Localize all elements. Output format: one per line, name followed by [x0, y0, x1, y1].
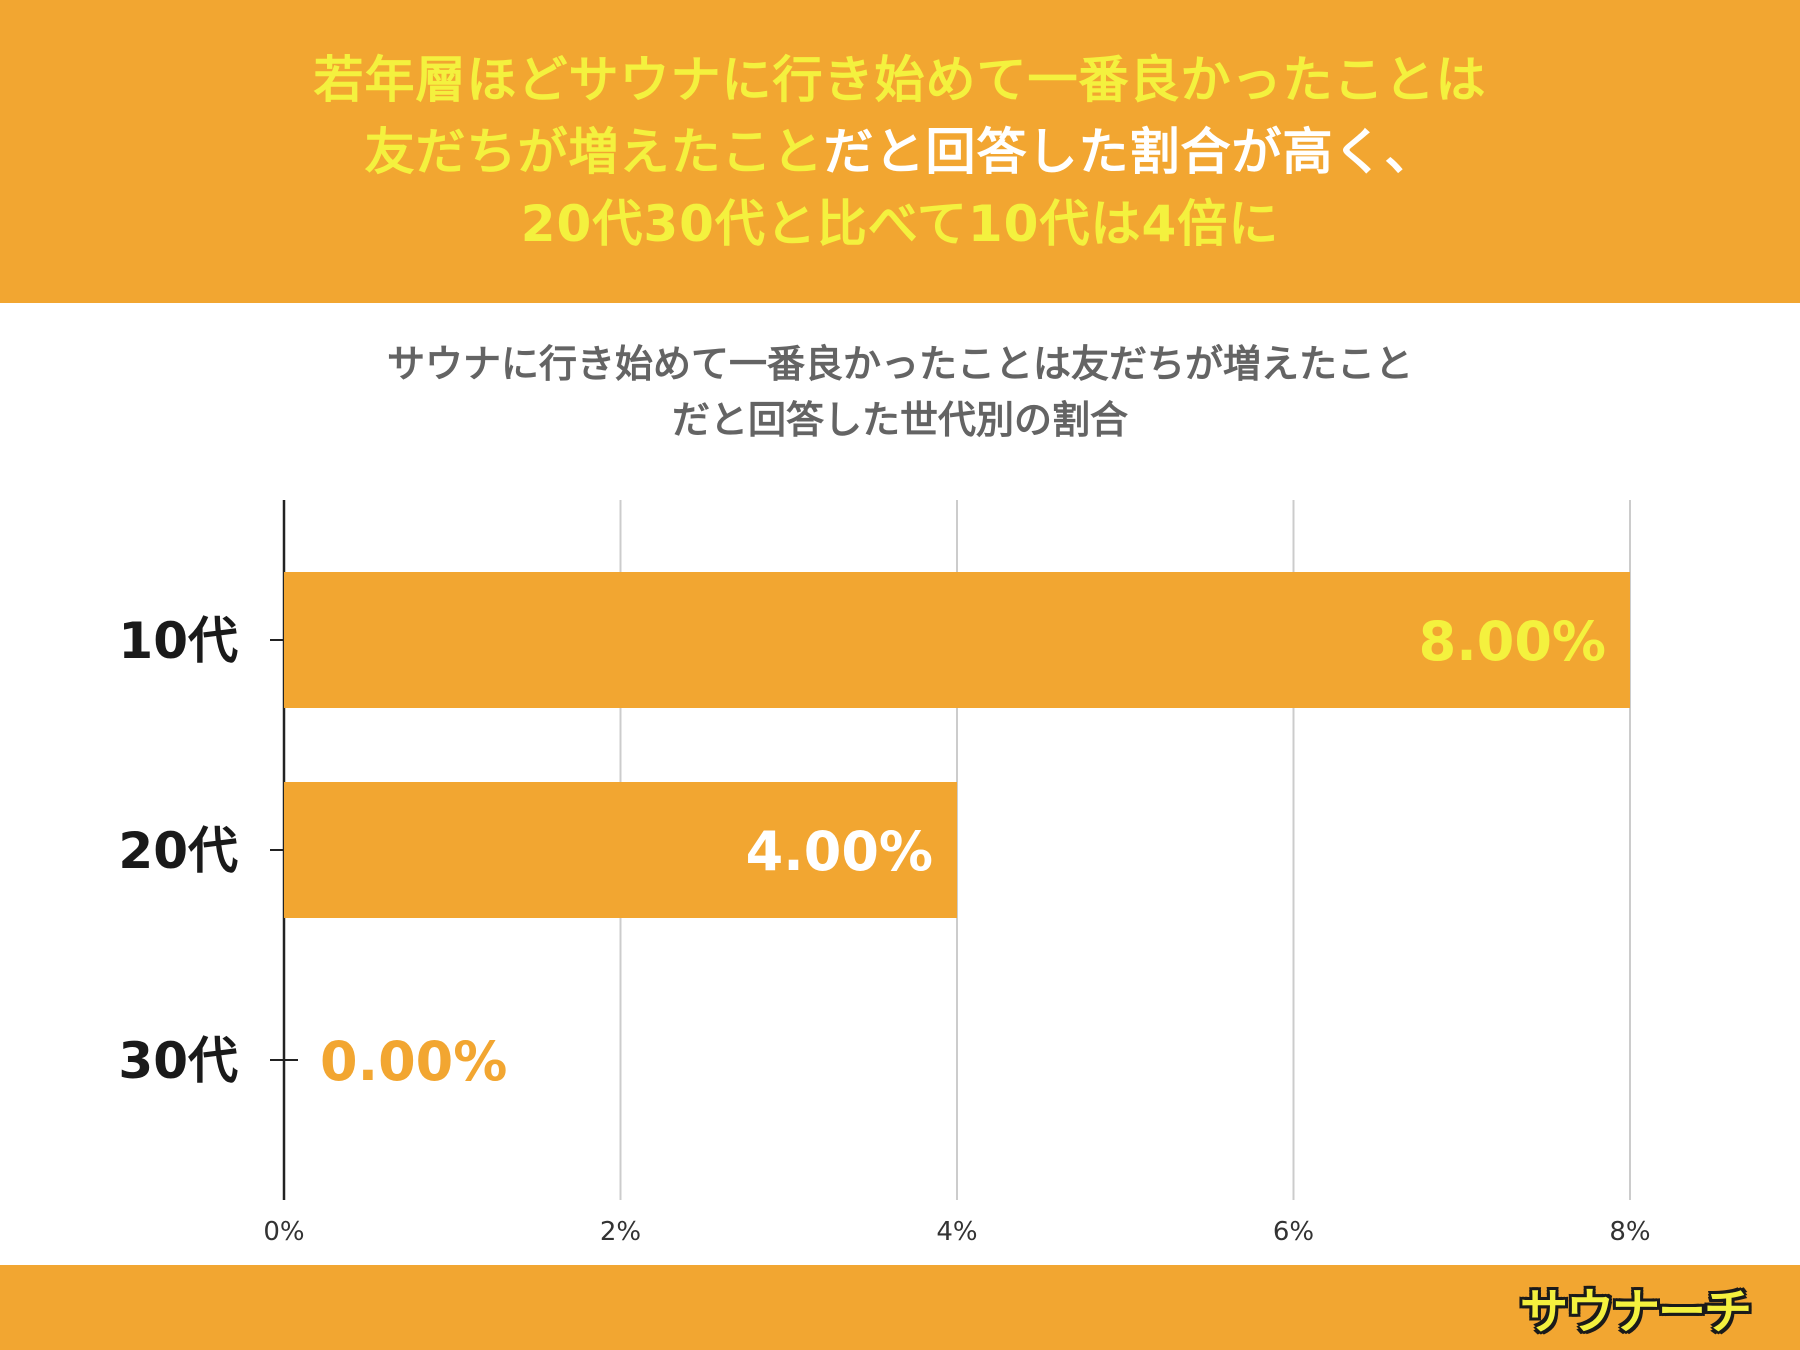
- data-label: 8.00%: [1419, 610, 1606, 673]
- headline-line-1: 若年層ほどサウナに行き始めて一番良かったことは: [313, 50, 1487, 109]
- headline-highlight: 友だちが増えたこと: [364, 122, 824, 181]
- x-tick-label: 6%: [1273, 1217, 1314, 1247]
- category-label: 10代: [118, 612, 238, 670]
- bar: [284, 782, 957, 918]
- bar-chart: 0% 2% 4% 6% 8% 10代 8.00% 20代 4.00% 30代 0.00%: [118, 500, 1651, 1247]
- chart-title: サウナに行き始めて一番良かったことは友だちが増えたこと: [386, 342, 1413, 386]
- x-tick-label: 0%: [263, 1217, 304, 1247]
- bar: [284, 572, 1630, 708]
- category-label: 30代: [118, 1032, 238, 1090]
- x-tick-label: 8%: [1609, 1217, 1650, 1247]
- x-tick-label: 2%: [600, 1217, 641, 1247]
- x-tick-label: 4%: [936, 1217, 977, 1247]
- header-banner: 若年層ほどサウナに行き始めて一番良かったことは 友だちが増えたことだと回答した割…: [0, 0, 1800, 303]
- headline-line-2-rest: だと回答した割合が高く、: [823, 122, 1436, 181]
- footer-bar: サウナーチ: [0, 1265, 1800, 1350]
- data-label: 0.00%: [320, 1030, 507, 1093]
- category-label: 20代: [118, 822, 238, 880]
- chart-subtitle: だと回答した世代別の割合: [671, 398, 1128, 442]
- chart-title-block: サウナに行き始めて一番良かったことは友だちが増えたこと だと回答した世代別の割合: [0, 336, 1800, 448]
- headline-line-2: 友だちが増えたことだと回答した割合が高く、: [365, 116, 1436, 188]
- data-label: 4.00%: [746, 820, 933, 883]
- headline-line-3: 20代30代と比べて10代は4倍に: [520, 194, 1280, 253]
- brand-logo: サウナーチ: [1519, 1284, 1752, 1340]
